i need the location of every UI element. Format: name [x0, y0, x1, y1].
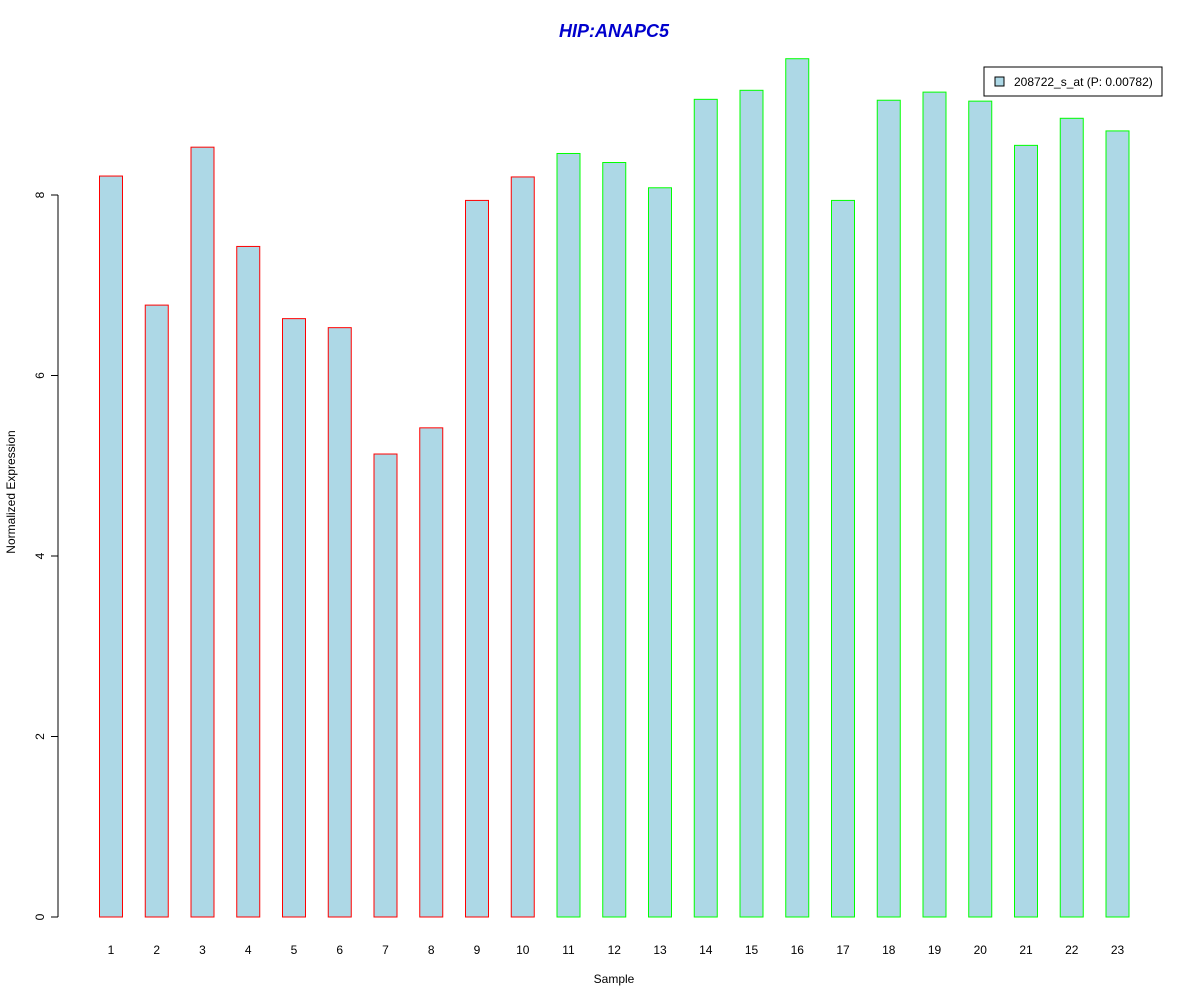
bar: [922, 91, 947, 918]
x-tick-label: 11: [562, 943, 575, 957]
x-tick-label: 21: [1019, 943, 1033, 957]
bar: [99, 175, 123, 918]
x-tick-label: 17: [836, 943, 850, 957]
x-tick-label: 18: [882, 943, 896, 957]
bar: [693, 98, 718, 918]
bar: [1105, 130, 1130, 918]
x-tick-label: 4: [245, 943, 252, 957]
x-tick-label: 6: [336, 943, 343, 957]
x-tick-label: 2: [153, 943, 160, 957]
chart-title: HIP:ANAPC5: [559, 21, 670, 41]
x-tick-label: 3: [199, 943, 206, 957]
bar: [968, 100, 993, 918]
x-tick-label: 19: [928, 943, 942, 957]
x-tick-label: 10: [516, 943, 530, 957]
x-tick-label: 22: [1065, 943, 1079, 957]
legend-box: [983, 66, 1163, 97]
bar: [648, 187, 672, 918]
bars: [99, 58, 1130, 918]
y-axis: 0 2 4 6 8: [33, 191, 59, 920]
y-tick-label: 2: [33, 733, 47, 740]
legend-swatch: [994, 76, 1005, 87]
bar: [465, 199, 489, 918]
y-tick-label: 6: [33, 372, 47, 379]
x-tick-label: 8: [428, 943, 435, 957]
y-tick-label: 0: [33, 913, 47, 920]
bar: [785, 58, 810, 918]
bar: [419, 427, 444, 918]
x-tick-label: 1: [108, 943, 115, 957]
x-tick-label: 7: [382, 943, 389, 957]
x-tick-label: 16: [791, 943, 805, 957]
bar: [556, 152, 581, 918]
x-tick-label: 9: [474, 943, 481, 957]
bar: [602, 162, 627, 918]
x-tick-label: 14: [699, 943, 713, 957]
x-tick-label: 12: [608, 943, 622, 957]
x-tick-label: 15: [745, 943, 759, 957]
x-tick-label: 23: [1111, 943, 1125, 957]
bar: [1014, 144, 1038, 918]
bar: [739, 89, 764, 918]
x-tick-label: 20: [974, 943, 988, 957]
bar: [373, 453, 398, 918]
bar: [831, 199, 855, 918]
x-tick-labels: 1 2 3 4 5 6 7 8 9 10 11 12 13 14 15 16 17 18 19 20 21 22 23: [108, 943, 1125, 957]
bar: [144, 304, 169, 918]
x-tick-label: 13: [653, 943, 667, 957]
legend: 208722_s_at (P: 0.00782): [983, 66, 1163, 97]
x-axis-label: Sample: [594, 972, 635, 986]
legend-label: 208722_s_at (P: 0.00782): [1014, 75, 1153, 89]
bar: [190, 146, 215, 918]
bar: [236, 245, 261, 918]
bar: [510, 176, 535, 918]
bar: [1059, 117, 1084, 918]
y-tick-label: 8: [33, 191, 47, 198]
bar: [282, 318, 306, 918]
bar: [327, 327, 352, 918]
y-tick-label: 4: [33, 552, 47, 559]
x-tick-label: 5: [291, 943, 298, 957]
bar: [876, 99, 901, 918]
y-axis-label: Normalized Expression: [4, 430, 18, 553]
